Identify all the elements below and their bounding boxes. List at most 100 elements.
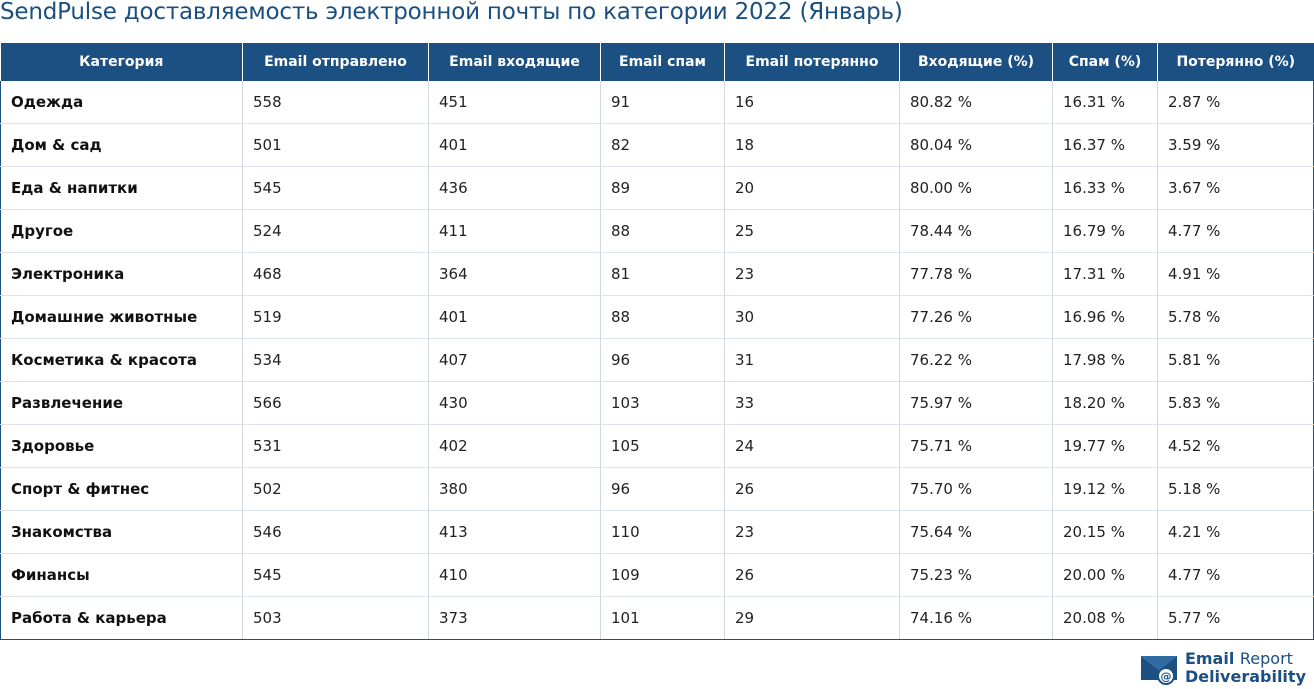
value-cell: 545 xyxy=(242,553,429,597)
category-cell: Домашние животные xyxy=(0,295,243,339)
value-cell: 407 xyxy=(428,338,601,382)
value-cell: 401 xyxy=(428,123,601,167)
value-cell: 91 xyxy=(600,81,725,124)
brand-line-1: Email Report xyxy=(1185,650,1306,668)
value-cell: 96 xyxy=(600,467,725,511)
value-cell: 451 xyxy=(428,81,601,124)
value-cell: 80.82 % xyxy=(899,81,1053,124)
category-cell: Финансы xyxy=(0,553,243,597)
header-row: Категория Email отправлено Email входящие E… xyxy=(0,43,1314,81)
value-cell: 105 xyxy=(600,424,725,468)
table-row: Здоровье 531 402 105 24 75.71 % 19.77 % 4.52 % xyxy=(0,424,1314,468)
category-cell: Спорт & фитнес xyxy=(0,467,243,511)
value-cell: 401 xyxy=(428,295,601,339)
value-cell: 531 xyxy=(242,424,429,468)
value-cell: 364 xyxy=(428,252,601,296)
table-row: Еда & напитки 545 436 89 20 80.00 % 16.33 % 3.6… xyxy=(0,166,1314,210)
value-cell: 26 xyxy=(724,467,900,511)
column-header: Email входящие xyxy=(428,43,601,81)
page-title: SendPulse доставляемость электронной поч… xyxy=(0,0,903,25)
value-cell: 4.91 % xyxy=(1157,252,1314,296)
value-cell: 503 xyxy=(242,596,429,640)
value-cell: 80.04 % xyxy=(899,123,1053,167)
brand-logo[interactable]: @ Email Report Deliverability xyxy=(1139,648,1306,688)
value-cell: 75.64 % xyxy=(899,510,1053,554)
svg-text:@: @ xyxy=(1160,670,1171,683)
category-cell: Дом & сад xyxy=(0,123,243,167)
value-cell: 16.79 % xyxy=(1052,209,1158,253)
table-row: Спорт & фитнес 502 380 96 26 75.70 % 19.12 % 5.… xyxy=(0,467,1314,511)
value-cell: 89 xyxy=(600,166,725,210)
brand-report: Report xyxy=(1239,649,1293,668)
table-row: Косметика & красота 534 407 96 31 76.22 % 17.9… xyxy=(0,338,1314,382)
table-row: Развлечение 566 430 103 33 75.97 % 18.20 % 5.83… xyxy=(0,381,1314,425)
value-cell: 29 xyxy=(724,596,900,640)
value-cell: 16 xyxy=(724,81,900,124)
value-cell: 502 xyxy=(242,467,429,511)
value-cell: 380 xyxy=(428,467,601,511)
value-cell: 19.12 % xyxy=(1052,467,1158,511)
value-cell: 468 xyxy=(242,252,429,296)
value-cell: 82 xyxy=(600,123,725,167)
value-cell: 524 xyxy=(242,209,429,253)
value-cell: 402 xyxy=(428,424,601,468)
value-cell: 26 xyxy=(724,553,900,597)
value-cell: 2.87 % xyxy=(1157,81,1314,124)
value-cell: 20 xyxy=(724,166,900,210)
value-cell: 436 xyxy=(428,166,601,210)
value-cell: 545 xyxy=(242,166,429,210)
value-cell: 501 xyxy=(242,123,429,167)
value-cell: 75.23 % xyxy=(899,553,1053,597)
value-cell: 17.98 % xyxy=(1052,338,1158,382)
value-cell: 75.71 % xyxy=(899,424,1053,468)
category-cell: Косметика & красота xyxy=(0,338,243,382)
value-cell: 430 xyxy=(428,381,601,425)
category-cell: Работа & карьера xyxy=(0,596,243,640)
value-cell: 88 xyxy=(600,209,725,253)
value-cell: 519 xyxy=(242,295,429,339)
value-cell: 20.00 % xyxy=(1052,553,1158,597)
value-cell: 25 xyxy=(724,209,900,253)
value-cell: 77.78 % xyxy=(899,252,1053,296)
table-body: Одежда 558 451 91 16 80.82 % 16.31 % 2.87 % Дом … xyxy=(0,81,1314,640)
value-cell: 18.20 % xyxy=(1052,381,1158,425)
table-row: Электроника 468 364 81 23 77.78 % 17.31 % 4.91 … xyxy=(0,252,1314,296)
value-cell: 75.70 % xyxy=(899,467,1053,511)
value-cell: 4.21 % xyxy=(1157,510,1314,554)
category-cell: Здоровье xyxy=(0,424,243,468)
value-cell: 23 xyxy=(724,252,900,296)
column-header: Входящие (%) xyxy=(899,43,1053,81)
value-cell: 75.97 % xyxy=(899,381,1053,425)
value-cell: 3.59 % xyxy=(1157,123,1314,167)
category-cell: Одежда xyxy=(0,81,243,124)
value-cell: 5.77 % xyxy=(1157,596,1314,640)
value-cell: 410 xyxy=(428,553,601,597)
table-header: Категория Email отправлено Email входящие E… xyxy=(0,43,1314,81)
value-cell: 74.16 % xyxy=(899,596,1053,640)
value-cell: 4.77 % xyxy=(1157,209,1314,253)
value-cell: 16.37 % xyxy=(1052,123,1158,167)
value-cell: 16.31 % xyxy=(1052,81,1158,124)
table-row: Дом & сад 501 401 82 18 80.04 % 16.37 % 3.59 % xyxy=(0,123,1314,167)
value-cell: 16.33 % xyxy=(1052,166,1158,210)
value-cell: 534 xyxy=(242,338,429,382)
column-header: Потерянно (%) xyxy=(1157,43,1314,81)
table-row: Работа & карьера 503 373 101 29 74.16 % 20.08 … xyxy=(0,596,1314,640)
value-cell: 96 xyxy=(600,338,725,382)
category-cell: Развлечение xyxy=(0,381,243,425)
category-cell: Еда & напитки xyxy=(0,166,243,210)
value-cell: 30 xyxy=(724,295,900,339)
value-cell: 20.08 % xyxy=(1052,596,1158,640)
table-row: Домашние животные 519 401 88 30 77.26 % 16.96 … xyxy=(0,295,1314,339)
value-cell: 17.31 % xyxy=(1052,252,1158,296)
brand-email: Email xyxy=(1184,649,1235,668)
value-cell: 24 xyxy=(724,424,900,468)
column-header: Email потерянно xyxy=(724,43,900,81)
value-cell: 81 xyxy=(600,252,725,296)
value-cell: 16.96 % xyxy=(1052,295,1158,339)
value-cell: 78.44 % xyxy=(899,209,1053,253)
table-row: Финансы 545 410 109 26 75.23 % 20.00 % 4.77 % xyxy=(0,553,1314,597)
value-cell: 5.18 % xyxy=(1157,467,1314,511)
value-cell: 109 xyxy=(600,553,725,597)
